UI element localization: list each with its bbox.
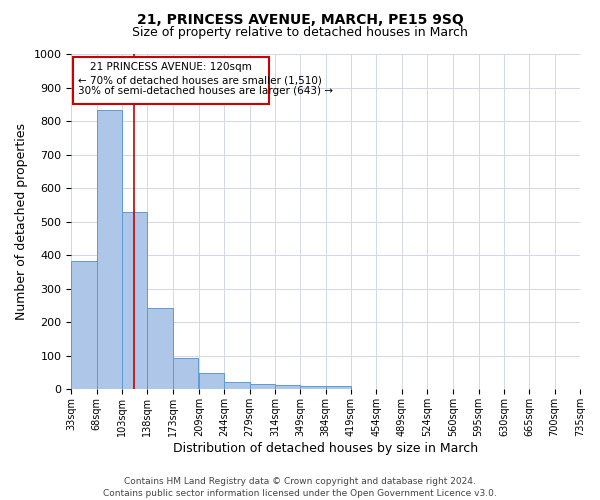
Bar: [326, 386, 351, 390]
Y-axis label: Number of detached properties: Number of detached properties: [15, 123, 28, 320]
Text: Size of property relative to detached houses in March: Size of property relative to detached ho…: [132, 26, 468, 39]
Bar: [250, 384, 275, 390]
Bar: [122, 212, 148, 390]
Bar: [275, 386, 300, 390]
Bar: [300, 386, 326, 390]
Text: 21, PRINCESS AVENUE, MARCH, PE15 9SQ: 21, PRINCESS AVENUE, MARCH, PE15 9SQ: [137, 12, 463, 26]
Text: Contains HM Land Registry data © Crown copyright and database right 2024.: Contains HM Land Registry data © Crown c…: [124, 477, 476, 486]
X-axis label: Distribution of detached houses by size in March: Distribution of detached houses by size …: [173, 442, 478, 455]
Bar: [224, 382, 250, 390]
Bar: [97, 110, 122, 390]
Bar: [148, 308, 173, 390]
Bar: [199, 372, 224, 390]
Bar: [173, 358, 198, 390]
FancyBboxPatch shape: [73, 58, 269, 104]
Text: ← 70% of detached houses are smaller (1,510): ← 70% of detached houses are smaller (1,…: [78, 76, 322, 86]
Text: 30% of semi-detached houses are larger (643) →: 30% of semi-detached houses are larger (…: [78, 86, 333, 96]
Text: Contains public sector information licensed under the Open Government Licence v3: Contains public sector information licen…: [103, 488, 497, 498]
Text: 21 PRINCESS AVENUE: 120sqm: 21 PRINCESS AVENUE: 120sqm: [91, 62, 252, 72]
Bar: [71, 261, 97, 390]
